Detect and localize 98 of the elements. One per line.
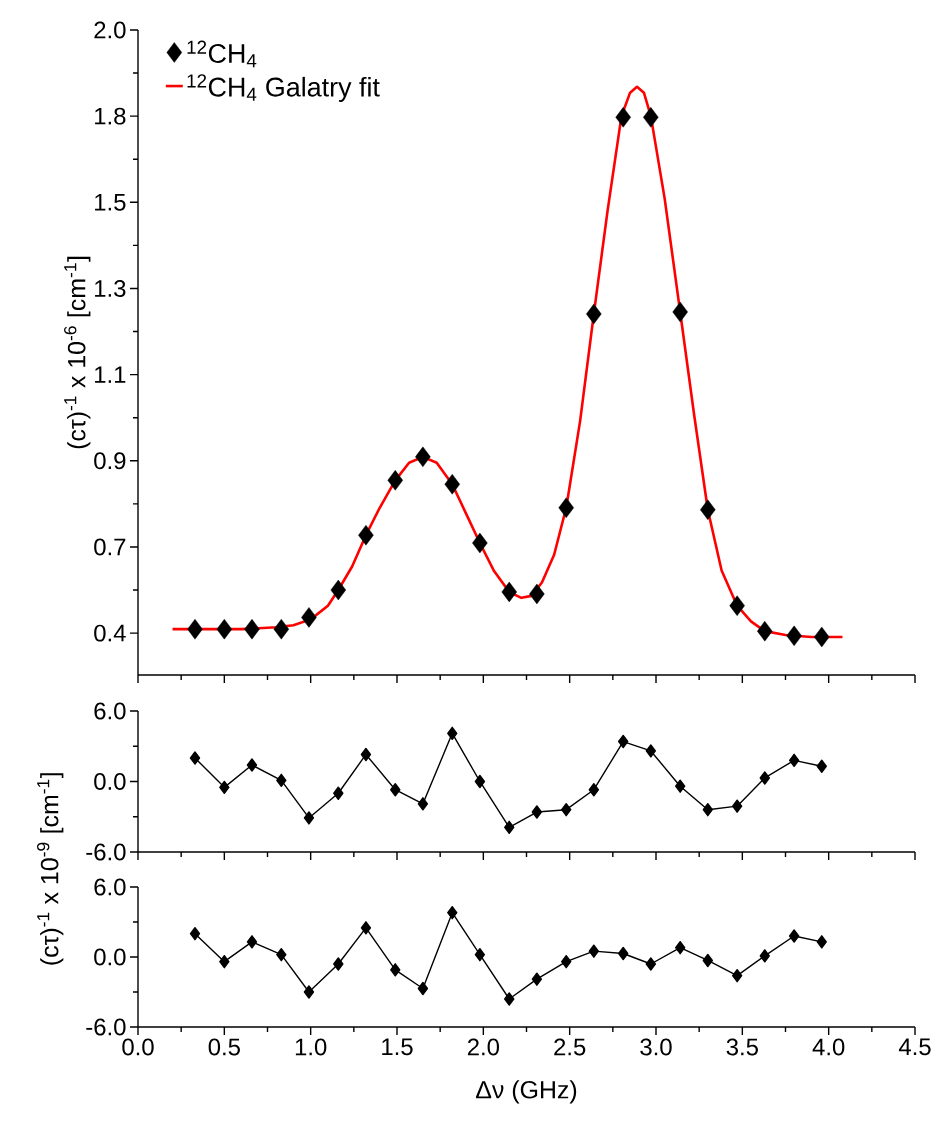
point [702, 802, 713, 817]
point [814, 626, 830, 648]
point [586, 303, 602, 325]
x-tick-label: 3.0 [640, 1038, 672, 1056]
x-tick-label: 0.0 [122, 1038, 154, 1056]
point [558, 497, 574, 518]
y-tick-label: 6.0 [94, 878, 126, 896]
point [504, 992, 515, 1006]
point [189, 926, 201, 941]
y-tick-label: 0.0 [94, 948, 126, 966]
point [618, 946, 629, 961]
y-tick-label: 1.1 [95, 366, 126, 383]
point [757, 620, 773, 642]
y-tick-label: 1.8 [95, 107, 126, 125]
point [360, 747, 372, 762]
point [615, 107, 631, 128]
legend-label: $^{12}$CH$_{4}$ Galatry fit [187, 74, 380, 102]
point [474, 774, 486, 789]
point [333, 957, 344, 971]
point [588, 783, 600, 797]
point [788, 753, 800, 768]
x-tick-label: 2.5 [554, 1038, 586, 1056]
point [390, 963, 401, 977]
x-tick-label: 4.0 [812, 1038, 845, 1056]
y-tick-label: 0.7 [94, 538, 126, 556]
point [472, 532, 488, 554]
x-tick-label: 3.5 [726, 1038, 758, 1056]
x-tick-label: 1.0 [295, 1038, 327, 1056]
point [786, 625, 802, 647]
point [244, 618, 260, 640]
point [731, 968, 743, 983]
point [417, 981, 429, 996]
point [276, 773, 287, 788]
point [219, 954, 230, 969]
point [759, 771, 770, 785]
point [417, 797, 429, 811]
point [645, 957, 657, 971]
y-tick-label: 6.0 [94, 702, 126, 720]
point [561, 954, 572, 969]
point [529, 583, 545, 605]
point [358, 524, 374, 546]
point [415, 446, 431, 468]
y-tick-label: -6.0 [86, 1018, 126, 1036]
point [216, 618, 233, 640]
point [700, 499, 716, 520]
point [561, 802, 572, 817]
point [390, 783, 401, 797]
point [276, 947, 287, 962]
x-tick-label: 4.5 [898, 1038, 931, 1056]
point [447, 905, 458, 920]
point [816, 759, 827, 773]
point [816, 935, 827, 949]
point [360, 921, 372, 935]
y-tick-label: 2.0 [94, 21, 126, 39]
point [788, 929, 800, 943]
point [702, 953, 713, 968]
y-tick-label: 0.0 [94, 773, 126, 790]
point [246, 758, 258, 772]
y-axis-title: (cτ)$^{-1}$ x 10$^{-6}$ [cm$^{-1}$] [64, 256, 91, 449]
point [301, 607, 317, 628]
point [333, 786, 344, 800]
point [447, 726, 458, 741]
point [501, 581, 517, 603]
x-tick-label: 1.5 [382, 1038, 413, 1056]
point [643, 107, 659, 128]
point [330, 579, 346, 601]
point [618, 734, 629, 749]
point [303, 811, 315, 825]
x-axis-title: Δν (GHz) [476, 1080, 577, 1104]
y-tick-label: -6.0 [86, 843, 126, 861]
point [674, 940, 686, 955]
legend-label: $^{12}$CH$_{4}$ [187, 40, 257, 68]
point [303, 985, 315, 999]
point [729, 595, 745, 616]
point [645, 744, 657, 758]
point [273, 618, 290, 640]
x-tick-label: 0.5 [208, 1038, 240, 1056]
point [588, 944, 600, 958]
point [504, 820, 515, 835]
y-tick-label: 1.3 [95, 280, 126, 297]
point [672, 301, 688, 323]
point [444, 474, 460, 495]
point [246, 935, 258, 949]
point [531, 972, 543, 986]
y-tick-label: 0.4 [94, 624, 126, 642]
point [674, 779, 686, 793]
point [731, 799, 743, 813]
point [759, 949, 770, 963]
point [189, 751, 201, 765]
point [474, 947, 486, 962]
x-tick-label: 2.0 [467, 1038, 500, 1056]
point [387, 470, 403, 491]
point [531, 805, 543, 819]
y-tick-label: 0.9 [94, 452, 126, 470]
point [219, 780, 230, 795]
y-axis-title: (cτ)$^{-1}$ x 10$^{-9}$ [cm$^{-1}$] [37, 773, 64, 965]
y-tick-label: 1.5 [95, 193, 126, 211]
point [187, 618, 203, 640]
